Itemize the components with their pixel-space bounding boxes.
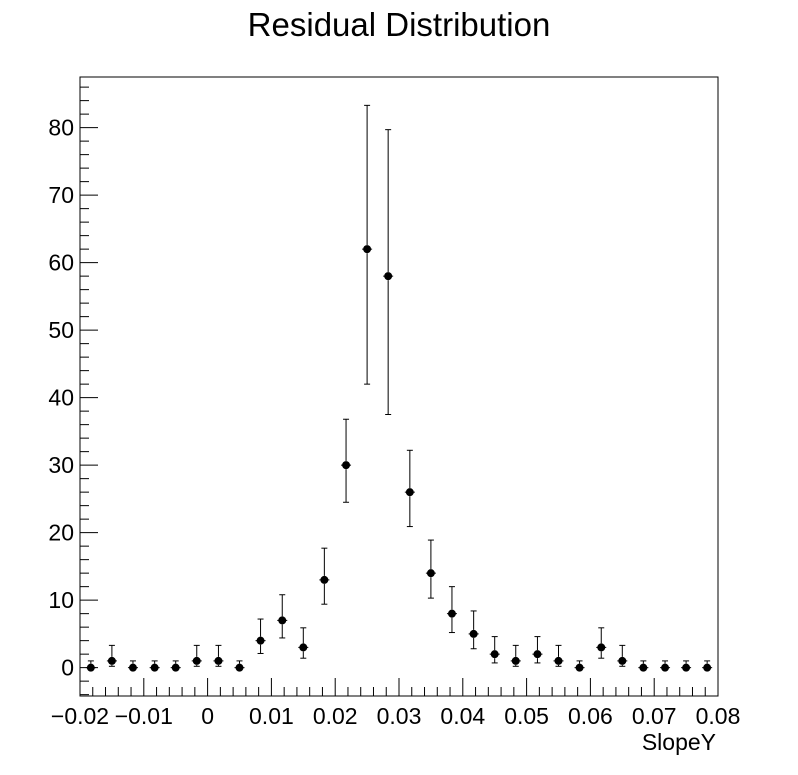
- x-tick-label: 0.05: [504, 703, 549, 729]
- x-tick-label: 0.04: [440, 703, 485, 729]
- data-point: [469, 629, 478, 638]
- plot-frame: [79, 76, 719, 697]
- data-point: [405, 488, 414, 497]
- error-bar: [277, 594, 288, 639]
- error-bar: [383, 129, 394, 416]
- data-point: [278, 616, 287, 625]
- data-point: [299, 643, 308, 652]
- x-tick-label: 0: [201, 703, 214, 729]
- error-bar: [341, 418, 352, 503]
- data-point: [320, 575, 329, 584]
- x-tick-label: 0.01: [249, 703, 294, 729]
- data-point: [235, 663, 244, 672]
- data-point: [214, 656, 223, 665]
- data-point: [575, 663, 584, 672]
- x-tick-label: 0.08: [696, 703, 741, 729]
- data-point: [554, 656, 563, 665]
- data-point: [639, 663, 648, 672]
- y-tick-label: 20: [48, 520, 74, 546]
- error-bar: [489, 636, 500, 664]
- y-tick-label: 80: [48, 115, 74, 141]
- x-axis-tick-labels: −0.02 −0.01 0 0.01 0.02 0.03 0.04 0.05 0.06 0.07 0…: [51, 703, 740, 729]
- error-bar: [362, 104, 373, 385]
- x-tick-label: 0.02: [313, 703, 358, 729]
- error-bar: [532, 636, 543, 664]
- data-point: [597, 643, 606, 652]
- y-tick-label: 40: [48, 385, 74, 411]
- y-tick-label: 0: [61, 655, 74, 681]
- data-point: [342, 461, 351, 470]
- data-point: [533, 650, 542, 659]
- y-tick-label: 70: [48, 182, 74, 208]
- error-bar: [425, 539, 436, 599]
- data-point: [384, 272, 393, 281]
- error-bar: [468, 610, 479, 650]
- x-tick-label: 0.07: [632, 703, 677, 729]
- x-tick-label: 0.03: [377, 703, 422, 729]
- x-axis-ticks: [79, 678, 719, 696]
- data-point: [447, 609, 456, 618]
- data-point: [86, 663, 95, 672]
- data-point: [256, 636, 265, 645]
- error-bar: [596, 627, 607, 659]
- data-point: [363, 245, 372, 254]
- data-point: [511, 656, 520, 665]
- data-point: [490, 650, 499, 659]
- error-bar: [255, 618, 266, 654]
- data-point: [426, 569, 435, 578]
- data-point: [618, 656, 627, 665]
- chart-title: Residual Distribution: [247, 6, 551, 43]
- y-tick-label: 30: [48, 452, 74, 478]
- y-axis-ticks: [80, 86, 98, 696]
- data-point: [703, 663, 712, 672]
- data-markers: [86, 245, 712, 672]
- y-tick-label: 50: [48, 317, 74, 343]
- data-point: [107, 656, 116, 665]
- x-tick-label: −0.02: [51, 703, 109, 729]
- y-tick-label: 60: [48, 250, 74, 276]
- data-point: [171, 663, 180, 672]
- x-axis-label: SlopeY: [642, 729, 716, 755]
- data-point: [192, 656, 201, 665]
- data-point: [682, 663, 691, 672]
- x-tick-label: −0.01: [115, 703, 173, 729]
- data-point: [661, 663, 670, 672]
- error-bar: [446, 586, 457, 634]
- y-tick-label: 10: [48, 587, 74, 613]
- data-point: [128, 663, 137, 672]
- data-point: [150, 663, 159, 672]
- y-axis-tick-labels: 0 10 20 30 40 50 60 70 80: [48, 115, 74, 681]
- error-bar: [298, 627, 309, 659]
- error-bars: [85, 104, 713, 669]
- x-tick-label: 0.06: [568, 703, 613, 729]
